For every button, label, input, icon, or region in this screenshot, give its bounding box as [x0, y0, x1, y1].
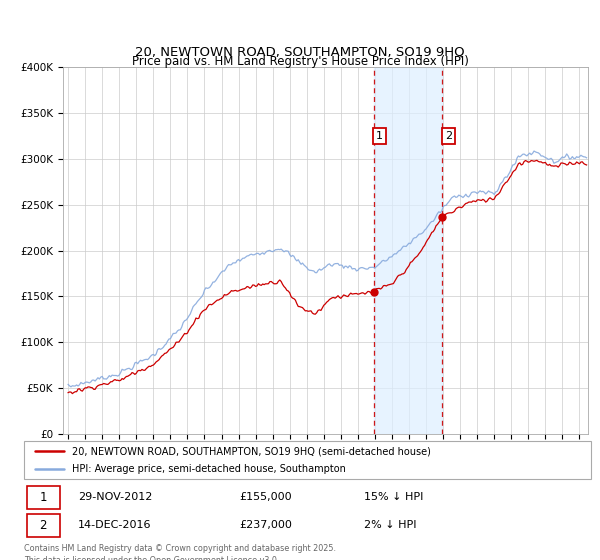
FancyBboxPatch shape: [27, 486, 60, 508]
Text: 15% ↓ HPI: 15% ↓ HPI: [364, 492, 424, 502]
Text: 2: 2: [445, 131, 452, 141]
Text: 2% ↓ HPI: 2% ↓ HPI: [364, 520, 416, 530]
Text: Contains HM Land Registry data © Crown copyright and database right 2025.
This d: Contains HM Land Registry data © Crown c…: [24, 544, 336, 560]
Text: £237,000: £237,000: [239, 520, 292, 530]
Text: 1: 1: [40, 491, 47, 504]
FancyBboxPatch shape: [24, 441, 591, 479]
Text: 20, NEWTOWN ROAD, SOUTHAMPTON, SO19 9HQ (semi-detached house): 20, NEWTOWN ROAD, SOUTHAMPTON, SO19 9HQ …: [72, 446, 431, 456]
Text: 1: 1: [376, 131, 383, 141]
Text: 2: 2: [40, 519, 47, 532]
Text: 20, NEWTOWN ROAD, SOUTHAMPTON, SO19 9HQ: 20, NEWTOWN ROAD, SOUTHAMPTON, SO19 9HQ: [135, 46, 465, 59]
Text: £155,000: £155,000: [239, 492, 292, 502]
Bar: [374, 67, 442, 434]
Text: 14-DEC-2016: 14-DEC-2016: [78, 520, 151, 530]
Text: 29-NOV-2012: 29-NOV-2012: [78, 492, 152, 502]
FancyBboxPatch shape: [27, 514, 60, 536]
Text: HPI: Average price, semi-detached house, Southampton: HPI: Average price, semi-detached house,…: [72, 464, 346, 474]
Text: Price paid vs. HM Land Registry's House Price Index (HPI): Price paid vs. HM Land Registry's House …: [131, 55, 469, 68]
